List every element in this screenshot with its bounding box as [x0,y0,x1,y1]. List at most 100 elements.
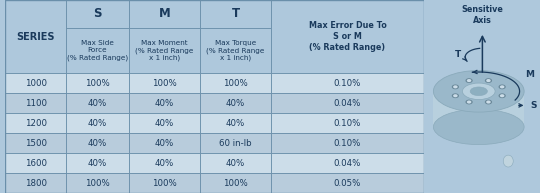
Text: 100%: 100% [223,79,248,88]
Bar [200,173,271,193]
Ellipse shape [462,83,495,100]
Bar [271,113,424,133]
Bar [66,73,129,93]
Text: 100%: 100% [152,179,177,188]
Bar [66,0,129,28]
Text: T: T [455,50,462,59]
Bar [271,93,424,113]
Text: 100%: 100% [85,179,110,188]
Ellipse shape [500,85,504,88]
Text: M: M [525,70,534,80]
Text: S: S [531,101,537,110]
Bar [200,113,271,133]
Ellipse shape [434,109,524,145]
Bar [271,73,424,93]
Bar [5,93,66,113]
Bar [5,73,66,93]
Text: Max Moment
(% Rated Range
x 1 inch): Max Moment (% Rated Range x 1 inch) [135,40,194,61]
Text: S: S [93,8,102,20]
Bar [129,133,200,153]
Ellipse shape [453,94,457,97]
Bar [129,73,200,93]
Text: 40%: 40% [155,139,174,148]
Bar [200,153,271,173]
Bar [5,173,66,193]
Text: Max Error Due To
S or M
(% Rated Range): Max Error Due To S or M (% Rated Range) [309,21,387,52]
Bar [271,153,424,173]
Text: 40%: 40% [88,99,107,108]
Text: 1800: 1800 [25,179,47,188]
Ellipse shape [503,155,513,167]
Text: 40%: 40% [88,119,107,128]
Bar [129,0,200,28]
Bar [200,133,271,153]
Text: 100%: 100% [85,79,110,88]
Ellipse shape [453,85,457,88]
Ellipse shape [498,85,506,89]
Bar [129,173,200,193]
Text: Max Side
Force
(% Rated Range): Max Side Force (% Rated Range) [67,40,128,61]
Bar [271,173,424,193]
Bar [66,133,129,153]
Text: 1200: 1200 [25,119,47,128]
Ellipse shape [452,93,459,98]
Text: 0.05%: 0.05% [334,179,361,188]
Text: SERIES: SERIES [17,32,55,42]
Text: 1100: 1100 [25,99,47,108]
Text: T: T [232,8,240,20]
Text: Max Torque
(% Rated Range
x 1 inch): Max Torque (% Rated Range x 1 inch) [206,40,265,61]
Bar [271,133,424,153]
Text: 1000: 1000 [25,79,47,88]
Bar [129,113,200,133]
Ellipse shape [470,87,488,96]
Text: 1600: 1600 [25,159,47,168]
Bar [66,93,129,113]
Text: 0.04%: 0.04% [334,159,361,168]
Text: 40%: 40% [155,119,174,128]
Text: 40%: 40% [226,159,245,168]
Bar [5,113,66,133]
Ellipse shape [485,100,492,104]
Text: 0.10%: 0.10% [334,139,361,148]
Text: 40%: 40% [155,159,174,168]
Ellipse shape [486,101,491,104]
Text: M: M [159,8,170,20]
Ellipse shape [485,78,492,83]
Ellipse shape [467,79,471,82]
Ellipse shape [452,85,459,89]
Bar [200,73,271,93]
Bar [129,28,200,73]
Ellipse shape [498,93,506,98]
Ellipse shape [500,94,504,97]
Text: 100%: 100% [223,179,248,188]
Text: 40%: 40% [88,159,107,168]
Bar [129,153,200,173]
Text: 0.10%: 0.10% [334,79,361,88]
Text: 40%: 40% [155,99,174,108]
Text: 40%: 40% [88,139,107,148]
Bar [5,133,66,153]
Text: 40%: 40% [226,119,245,128]
Ellipse shape [465,78,472,83]
Bar [200,0,271,28]
Ellipse shape [465,100,472,104]
Polygon shape [434,91,524,127]
Bar [66,28,129,73]
Text: 1500: 1500 [25,139,47,148]
Ellipse shape [486,79,491,82]
Bar [129,93,200,113]
Bar [200,93,271,113]
Text: 0.04%: 0.04% [334,99,361,108]
Text: 60 in-lb: 60 in-lb [219,139,252,148]
Text: Sensitive
Axis: Sensitive Axis [462,5,503,25]
Ellipse shape [467,101,471,104]
Bar [200,28,271,73]
Text: 40%: 40% [226,99,245,108]
Bar [66,113,129,133]
Bar [271,0,424,73]
Ellipse shape [434,70,524,112]
Bar [66,153,129,173]
Text: 100%: 100% [152,79,177,88]
Bar [5,153,66,173]
Bar [66,173,129,193]
